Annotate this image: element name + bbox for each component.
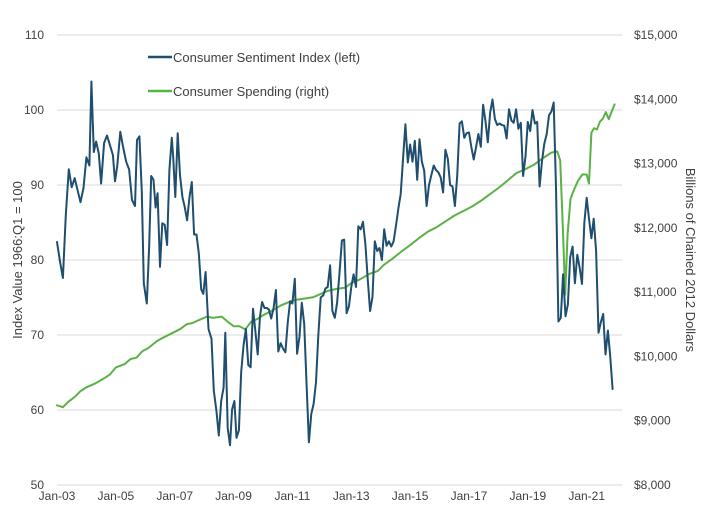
y-right-tick-label: $13,000 [634, 157, 678, 171]
y-left-tick-label: 110 [25, 28, 44, 42]
x-tick-label: Jan-21 [568, 489, 605, 503]
left-axis-title: Index Value 1966:Q1 = 100 [10, 181, 25, 339]
y-right-tick-label: $8,000 [634, 478, 671, 492]
y-right-tick-label: $10,000 [634, 349, 678, 363]
y-left-tick-label: 60 [31, 403, 45, 417]
y-left-tick-label: 90 [31, 178, 45, 192]
x-tick-label: Jan-19 [509, 489, 546, 503]
legend-label-sentiment: Consumer Sentiment Index (left) [173, 50, 360, 65]
y-right-tick-label: $14,000 [634, 92, 678, 106]
x-tick-label: Jan-03 [39, 489, 76, 503]
right-axis-title: Billions of Chained 2012 Dollars [683, 168, 698, 353]
legend-label-spending: Consumer Spending (right) [173, 84, 329, 99]
x-axis-ticks: Jan-03 Jan-05 Jan-07 Jan-09 Jan-11 Jan-13 Jan-… [39, 489, 606, 503]
legend: Consumer Sentiment Index (left) Consumer… [148, 50, 360, 99]
x-tick-label: Jan-05 [98, 489, 135, 503]
x-tick-label: Jan-07 [156, 489, 193, 503]
left-axis-ticks: 50 60 70 80 90 100 110 [24, 28, 44, 492]
y-left-tick-label: 100 [24, 103, 44, 117]
y-right-tick-label: $12,000 [634, 221, 678, 235]
right-axis-ticks: $8,000 $9,000 $10,000 $11,000 $12,000 $13,000… [634, 28, 678, 492]
series-line-sentiment [56, 80, 614, 447]
y-right-tick-label: $15,000 [634, 28, 678, 42]
x-tick-label: Jan-11 [275, 489, 311, 503]
y-right-tick-label: $11,000 [634, 285, 677, 299]
x-tick-label: Jan-17 [451, 489, 488, 503]
y-left-tick-label: 50 [31, 478, 45, 492]
y-left-tick-label: 70 [31, 328, 45, 342]
x-tick-label: Jan-13 [333, 489, 370, 503]
y-right-tick-label: $9,000 [634, 414, 671, 428]
series-layer [56, 80, 616, 447]
y-left-tick-label: 80 [31, 253, 45, 267]
x-tick-label: Jan-15 [392, 489, 429, 503]
x-tick-label: Jan-09 [215, 489, 252, 503]
